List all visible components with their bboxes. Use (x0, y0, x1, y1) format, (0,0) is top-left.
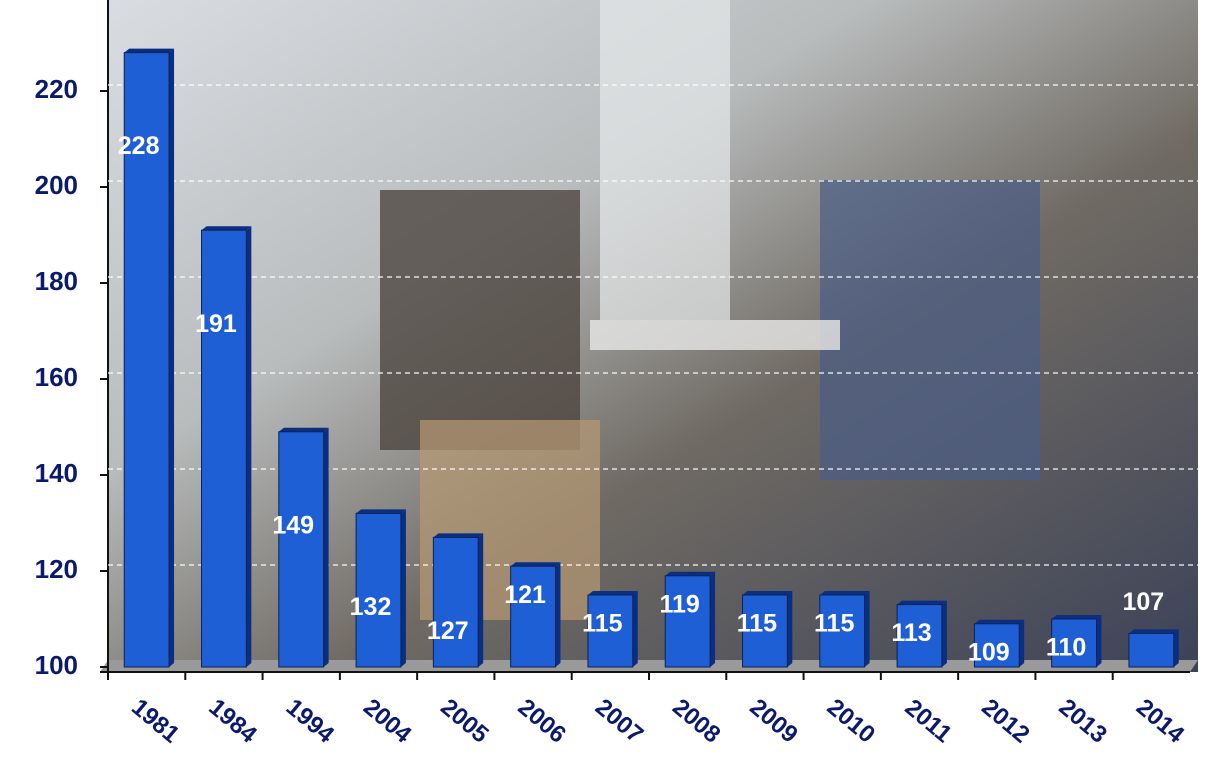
value-label: 115 (814, 610, 854, 638)
background-photo (108, 0, 1198, 672)
bar-side (1174, 629, 1179, 667)
bar-top (124, 49, 174, 53)
value-label: 132 (350, 593, 392, 621)
x-tick-label: 2007 (590, 694, 648, 749)
bar (356, 513, 401, 667)
floor (100, 660, 1198, 672)
y-tick-label: 160 (35, 362, 78, 392)
value-label: 115 (737, 610, 777, 638)
x-tick-label: 2008 (667, 694, 725, 749)
bar-side (555, 562, 560, 667)
bar-side (1096, 615, 1101, 667)
y-tick-label: 140 (35, 458, 78, 488)
bar-top (1052, 615, 1102, 619)
x-tick-label: 2013 (1054, 694, 1112, 749)
bar-side (401, 509, 406, 667)
bar-top (279, 428, 329, 432)
value-label: 127 (427, 617, 469, 645)
value-label: 149 (272, 511, 314, 539)
bar-top (897, 601, 947, 605)
value-label: 110 (1046, 634, 1086, 662)
value-label: 107 (1122, 588, 1164, 616)
y-tick-label: 100 (35, 650, 78, 680)
bar-top (588, 591, 638, 595)
y-tick-label: 120 (35, 554, 78, 584)
bar-top (1129, 629, 1179, 633)
chart: 100 120 140 160 180 200 220 1981 228 1984 191 1994 1… (0, 0, 1210, 773)
x-tick-label: 2004 (358, 694, 417, 749)
x-tick-label: 1994 (281, 694, 340, 749)
x-tick-label: 1981 (126, 694, 184, 749)
bar (433, 537, 478, 667)
value-label: 109 (968, 638, 1010, 666)
bar-side (1019, 620, 1024, 667)
bar-side (169, 49, 174, 667)
x-tick-label: 2012 (976, 694, 1034, 749)
value-label: 113 (891, 619, 931, 647)
bar-top (820, 591, 870, 595)
bar-side (246, 226, 251, 667)
value-label: 119 (659, 590, 699, 618)
bar-top (356, 509, 406, 513)
bar-side (324, 428, 329, 667)
bar-top (665, 572, 715, 576)
y-tick-label: 220 (35, 74, 78, 104)
value-label: 191 (195, 310, 237, 338)
bar-side (633, 591, 638, 667)
bar-side (478, 533, 483, 667)
bar-side (787, 591, 792, 667)
value-label: 121 (504, 581, 546, 609)
bar (279, 432, 324, 667)
bar-side (710, 572, 715, 667)
x-tick-label: 2009 (745, 694, 803, 749)
value-label: 228 (118, 132, 160, 160)
bar-top (511, 562, 561, 566)
x-tick-label: 1984 (204, 694, 263, 749)
bar (202, 230, 247, 667)
bar-side (942, 601, 947, 667)
bar-top (974, 620, 1024, 624)
x-tick-label: 2006 (513, 694, 571, 749)
y-tick-label: 200 (35, 170, 78, 200)
x-tick-label: 2010 (822, 694, 880, 749)
bar-top (202, 226, 252, 230)
value-label: 115 (582, 610, 622, 638)
x-tick-label: 2014 (1131, 694, 1190, 749)
bar-side (865, 591, 870, 667)
y-tick-label: 180 (35, 266, 78, 296)
x-tick-label: 2005 (435, 694, 493, 749)
bar-top (433, 533, 483, 537)
bar (1129, 633, 1174, 667)
bar-top (743, 591, 793, 595)
x-tick-label: 2011 (900, 694, 957, 748)
